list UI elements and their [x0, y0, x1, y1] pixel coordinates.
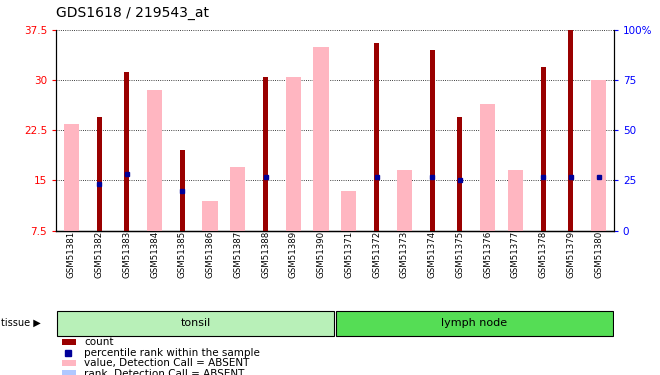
- Text: GSM51379: GSM51379: [566, 231, 576, 278]
- Text: GSM51380: GSM51380: [594, 231, 603, 278]
- Text: GSM51382: GSM51382: [94, 231, 104, 278]
- Bar: [541, 67, 546, 231]
- Text: GSM51373: GSM51373: [400, 231, 409, 278]
- Text: GSM51376: GSM51376: [483, 231, 492, 278]
- Text: GSM51372: GSM51372: [372, 231, 381, 278]
- Text: GSM51389: GSM51389: [289, 231, 298, 278]
- Text: GSM51381: GSM51381: [67, 231, 76, 278]
- Bar: [147, 90, 162, 231]
- Text: GSM51384: GSM51384: [150, 231, 159, 278]
- Bar: [286, 180, 301, 231]
- Text: GSM51388: GSM51388: [261, 231, 270, 278]
- Bar: [480, 104, 495, 231]
- Text: tissue ▶: tissue ▶: [1, 318, 41, 328]
- Bar: [591, 80, 606, 231]
- Bar: [314, 47, 329, 231]
- Text: count: count: [84, 337, 114, 347]
- Bar: [263, 77, 268, 231]
- Bar: [61, 370, 76, 375]
- Text: GSM51371: GSM51371: [345, 231, 353, 278]
- Bar: [457, 117, 462, 231]
- Text: GSM51385: GSM51385: [178, 231, 187, 278]
- Bar: [124, 72, 129, 231]
- Text: rank, Detection Call = ABSENT: rank, Detection Call = ABSENT: [84, 369, 244, 375]
- Text: GSM51383: GSM51383: [122, 231, 131, 278]
- Bar: [96, 117, 102, 231]
- Bar: [147, 184, 162, 231]
- Bar: [397, 170, 412, 231]
- Bar: [61, 339, 76, 345]
- Bar: [203, 204, 218, 231]
- Text: GSM51387: GSM51387: [234, 231, 242, 278]
- FancyBboxPatch shape: [335, 311, 613, 336]
- Bar: [341, 190, 356, 231]
- Bar: [480, 187, 495, 231]
- Bar: [64, 124, 79, 231]
- Text: lymph node: lymph node: [442, 318, 508, 328]
- Bar: [230, 190, 246, 231]
- Bar: [61, 360, 76, 366]
- Text: tonsil: tonsil: [180, 318, 211, 328]
- Bar: [568, 30, 574, 231]
- Bar: [286, 77, 301, 231]
- Bar: [508, 170, 523, 231]
- Text: GSM51375: GSM51375: [455, 231, 464, 278]
- Text: GSM51378: GSM51378: [539, 231, 548, 278]
- Text: GSM51390: GSM51390: [317, 231, 325, 278]
- Bar: [230, 167, 246, 231]
- Bar: [430, 50, 434, 231]
- Text: percentile rank within the sample: percentile rank within the sample: [84, 348, 260, 357]
- Bar: [374, 44, 379, 231]
- Text: GSM51386: GSM51386: [206, 231, 214, 278]
- Bar: [203, 201, 218, 231]
- Text: value, Detection Call = ABSENT: value, Detection Call = ABSENT: [84, 358, 249, 368]
- Text: GSM51374: GSM51374: [428, 231, 436, 278]
- Text: GDS1618 / 219543_at: GDS1618 / 219543_at: [56, 6, 209, 20]
- Bar: [180, 150, 185, 231]
- Text: GSM51377: GSM51377: [511, 231, 520, 278]
- FancyBboxPatch shape: [57, 311, 335, 336]
- Bar: [64, 187, 79, 231]
